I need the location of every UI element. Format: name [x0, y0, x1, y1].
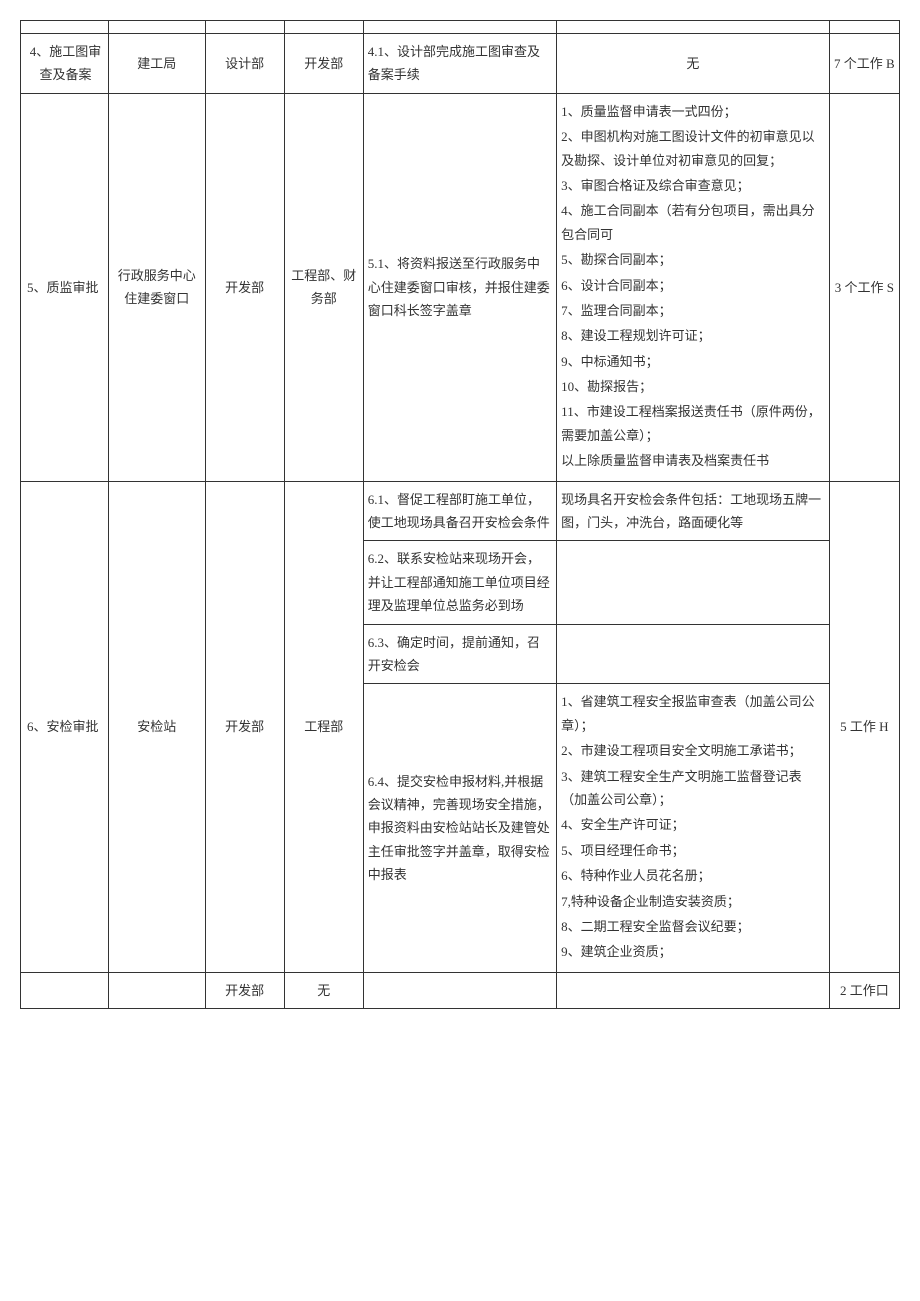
assist-dept: 无: [284, 972, 363, 1008]
materials: [557, 972, 829, 1008]
step-name: 6、安检审批: [21, 481, 109, 972]
material-item: 6、特种作业人员花名册；: [561, 864, 824, 887]
cell: [21, 21, 109, 34]
material-item: 4、施工合同副本（若有分包项目，需出具分包合同可: [561, 199, 824, 246]
duration: 7 个工作 B: [829, 34, 899, 94]
assist-dept: 工程部: [284, 481, 363, 972]
process-desc: 6.3、确定时间，提前通知，召开安检会: [363, 624, 556, 684]
agency: [108, 972, 205, 1008]
process-table: 4、施工图审查及备案 建工局 设计部 开发部 4.1、设计部完成施工图审查及备案…: [20, 20, 900, 1009]
materials: 无: [557, 34, 829, 94]
material-item: 4、安全生产许可证；: [561, 813, 824, 836]
assist-dept: 工程部、财务部: [284, 93, 363, 481]
material-item: 1、省建筑工程安全报监审查表（加盖公司公章）；: [561, 690, 824, 737]
materials-list: 1、质量监督申请表一式四份； 2、申图机构对施工图设计文件的初审意见以及勘探、设…: [557, 93, 829, 481]
step-name: 4、施工图审查及备案: [21, 34, 109, 94]
table-row-4: 4、施工图审查及备案 建工局 设计部 开发部 4.1、设计部完成施工图审查及备案…: [21, 34, 900, 94]
cell: [205, 21, 284, 34]
process-desc: 4.1、设计部完成施工图审查及备案手续: [363, 34, 556, 94]
lead-dept: 开发部: [205, 972, 284, 1008]
material-item: 以上除质量监督申请表及档案责任书: [561, 449, 824, 472]
material-item: 8、二期工程安全监督会议纪要；: [561, 915, 824, 938]
assist-dept: 开发部: [284, 34, 363, 94]
lead-dept: 开发部: [205, 481, 284, 972]
material-item: 6、设计合同副本；: [561, 274, 824, 297]
cell: [108, 21, 205, 34]
cell: [557, 21, 829, 34]
duration: 2 工作口: [829, 972, 899, 1008]
table-row-6-1: 6、安检审批 安检站 开发部 工程部 6.1、督促工程部盯施工单位，使工地现场具…: [21, 481, 900, 541]
material-item: 9、中标通知书；: [561, 350, 824, 373]
material-item: 11、市建设工程档案报送责任书（原件两份，需要加盖公章）；: [561, 400, 824, 447]
material-item: 10、勘探报告；: [561, 375, 824, 398]
material-item: 2、申图机构对施工图设计文件的初审意见以及勘探、设计单位对初审意见的回复；: [561, 125, 824, 172]
cell: [284, 21, 363, 34]
materials: [557, 541, 829, 624]
step-name: [21, 972, 109, 1008]
material-item: 3、建筑工程安全生产文明施工监督登记表（加盖公司公章）；: [561, 765, 824, 812]
material-item: 9、建筑企业资质；: [561, 940, 824, 963]
duration: 5 工作 H: [829, 481, 899, 972]
materials-list: 1、省建筑工程安全报监审查表（加盖公司公章）； 2、市建设工程项目安全文明施工承…: [557, 684, 829, 972]
lead-dept: 开发部: [205, 93, 284, 481]
material-item: 2、市建设工程项目安全文明施工承诺书；: [561, 739, 824, 762]
material-item: 5、勘探合同副本；: [561, 248, 824, 271]
material-item: 5、项目经理任命书；: [561, 839, 824, 862]
duration: 3 个工作 S: [829, 93, 899, 481]
process-desc: [363, 972, 556, 1008]
cell: [829, 21, 899, 34]
cell: [363, 21, 556, 34]
agency: 行政服务中心住建委窗口: [108, 93, 205, 481]
table-row-header-empty: [21, 21, 900, 34]
table-row-7: 开发部 无 2 工作口: [21, 972, 900, 1008]
materials: [557, 624, 829, 684]
table-row-5: 5、质监审批 行政服务中心住建委窗口 开发部 工程部、财务部 5.1、将资料报送…: [21, 93, 900, 481]
lead-dept: 设计部: [205, 34, 284, 94]
process-desc: 6.4、提交安检申报材料,并根据会议精神，完善现场安全措施，申报资料由安检站站长…: [363, 684, 556, 972]
material-item: 7、监理合同副本；: [561, 299, 824, 322]
material-item: 8、建设工程规划许可证；: [561, 324, 824, 347]
material-item: 7,特种设备企业制造安装资质；: [561, 890, 824, 913]
process-desc: 6.2、联系安检站来现场开会，并让工程部通知施工单位项目经理及监理单位总监务必到…: [363, 541, 556, 624]
process-desc: 6.1、督促工程部盯施工单位，使工地现场具备召开安检会条件: [363, 481, 556, 541]
agency: 安检站: [108, 481, 205, 972]
material-item: 3、审图合格证及综合审查意见；: [561, 174, 824, 197]
material-item: 1、质量监督申请表一式四份；: [561, 100, 824, 123]
step-name: 5、质监审批: [21, 93, 109, 481]
agency: 建工局: [108, 34, 205, 94]
materials: 现场具名开安检会条件包括：工地现场五牌一图，门头，冲洗台，路面硬化等: [557, 481, 829, 541]
process-desc: 5.1、将资料报送至行政服务中心住建委窗口审核，并报住建委窗口科长签字盖章: [363, 93, 556, 481]
